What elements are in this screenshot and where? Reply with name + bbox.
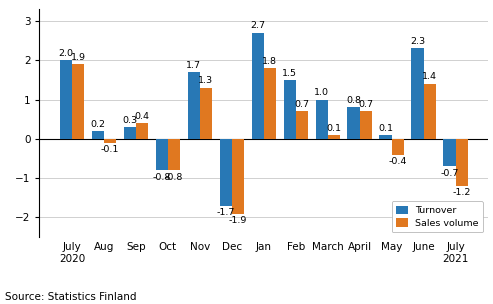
Bar — [456, 139, 468, 186]
Bar — [136, 123, 148, 139]
Bar — [168, 139, 180, 170]
Bar — [328, 135, 340, 139]
Bar — [316, 99, 328, 139]
Bar — [92, 131, 104, 139]
Text: Source: Statistics Finland: Source: Statistics Finland — [5, 292, 137, 302]
Text: 2.7: 2.7 — [250, 21, 265, 30]
Text: -1.2: -1.2 — [453, 188, 471, 197]
Text: -0.8: -0.8 — [165, 173, 183, 182]
Text: -0.8: -0.8 — [153, 173, 171, 182]
Bar — [124, 127, 136, 139]
Bar — [348, 107, 359, 139]
Text: 1.9: 1.9 — [70, 53, 86, 62]
Bar — [60, 60, 72, 139]
Text: 1.3: 1.3 — [198, 76, 213, 85]
Bar — [443, 139, 456, 166]
Text: 0.1: 0.1 — [326, 123, 341, 133]
Bar — [251, 33, 264, 139]
Legend: Turnover, Sales volume: Turnover, Sales volume — [391, 201, 483, 232]
Text: 1.7: 1.7 — [186, 61, 201, 70]
Text: 0.8: 0.8 — [346, 96, 361, 105]
Text: 0.7: 0.7 — [358, 100, 373, 109]
Text: 1.0: 1.0 — [314, 88, 329, 97]
Text: 0.2: 0.2 — [90, 119, 106, 129]
Bar — [232, 139, 244, 213]
Bar — [220, 139, 232, 206]
Bar — [156, 139, 168, 170]
Text: 0.4: 0.4 — [135, 112, 149, 121]
Text: -0.1: -0.1 — [101, 145, 119, 154]
Bar — [264, 68, 276, 139]
Bar — [423, 84, 436, 139]
Bar — [72, 64, 84, 139]
Text: -0.7: -0.7 — [440, 169, 458, 178]
Text: 1.4: 1.4 — [422, 72, 437, 81]
Text: 0.3: 0.3 — [122, 116, 138, 125]
Text: 0.7: 0.7 — [294, 100, 309, 109]
Bar — [359, 111, 372, 139]
Text: -0.4: -0.4 — [388, 157, 407, 166]
Text: 2.0: 2.0 — [58, 49, 73, 58]
Text: -1.9: -1.9 — [229, 216, 247, 225]
Bar — [283, 80, 296, 139]
Text: 0.1: 0.1 — [378, 123, 393, 133]
Bar — [104, 139, 116, 143]
Text: 1.5: 1.5 — [282, 68, 297, 78]
Bar — [188, 72, 200, 139]
Bar — [380, 135, 391, 139]
Bar — [391, 139, 404, 154]
Bar — [412, 48, 423, 139]
Bar — [296, 111, 308, 139]
Bar — [200, 88, 212, 139]
Text: -1.7: -1.7 — [216, 208, 235, 217]
Text: 2.3: 2.3 — [410, 37, 425, 46]
Text: 1.8: 1.8 — [262, 57, 278, 66]
